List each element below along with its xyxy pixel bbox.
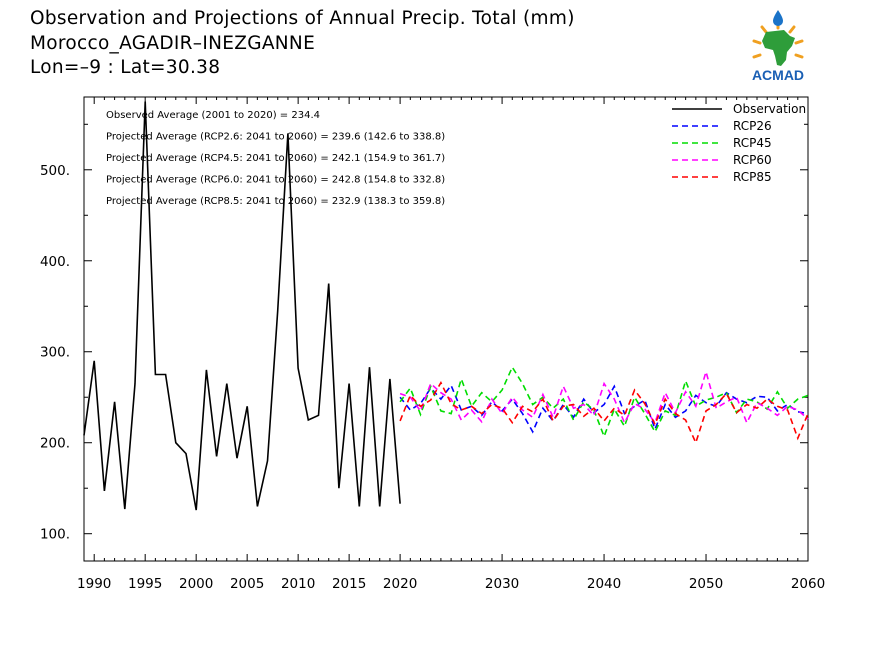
logo-text: ACMAD <box>752 67 804 83</box>
annotation-line: Observed Average (2001 to 2020) = 234.4 <box>106 110 320 121</box>
x-tick-label: 2000 <box>179 576 213 592</box>
annotation-block: Observed Average (2001 to 2020) = 234.4 P… <box>106 110 445 207</box>
acmad-logo: ACMAD <box>752 10 804 83</box>
x-tick-label: 2060 <box>791 576 825 592</box>
x-tick-label: 1990 <box>77 576 111 592</box>
legend-label-observation: Observation <box>733 102 806 116</box>
chart-title: Observation and Projections of Annual Pr… <box>30 8 575 29</box>
station-coordinates: Lon=–9 : Lat=30.38 <box>30 57 221 78</box>
y-tick-label: 200. <box>40 436 70 452</box>
axis-tick-labels: 1990 1995 2000 2005 2010 2015 2020 2030 2040 2050… <box>40 163 825 592</box>
y-tick-label: 100. <box>40 527 70 543</box>
series-line-rcp45 <box>399 365 809 439</box>
annotation-line: Projected Average (RCP6.0: 2041 to 2060)… <box>106 175 445 186</box>
legend: Observation RCP26 RCP45 RCP60 RCP85 <box>672 102 806 184</box>
x-tick-label: 2050 <box>689 576 723 592</box>
series-lines <box>83 101 809 511</box>
water-drop-icon <box>773 10 783 26</box>
annotation-line: Projected Average (RCP4.5: 2041 to 2060)… <box>106 153 445 164</box>
station-name: Morocco_AGADIR–INEZGANNE <box>30 33 316 54</box>
x-tick-label: 2020 <box>383 576 417 592</box>
plot-frame <box>83 96 809 562</box>
x-tick-label: 2010 <box>281 576 315 592</box>
axis-ticks <box>83 97 809 561</box>
series-line-rcp85 <box>399 381 809 445</box>
legend-label-rcp60: RCP60 <box>733 153 772 167</box>
x-tick-label: 2015 <box>332 576 366 592</box>
legend-label-rcp26: RCP26 <box>733 119 772 133</box>
series-line-rcp60 <box>399 368 809 425</box>
annotation-line: Projected Average (RCP8.5: 2041 to 2060)… <box>106 196 445 207</box>
africa-map-icon <box>762 30 795 66</box>
y-tick-label: 300. <box>40 345 70 361</box>
y-tick-label: 400. <box>40 254 70 270</box>
x-tick-label: 2040 <box>587 576 621 592</box>
annotation-line: Projected Average (RCP2.6: 2041 to 2060)… <box>106 132 445 143</box>
legend-label-rcp85: RCP85 <box>733 170 772 184</box>
x-tick-label: 1995 <box>128 576 162 592</box>
series-line-rcp26 <box>399 383 809 434</box>
x-tick-label: 2030 <box>485 576 519 592</box>
legend-label-rcp45: RCP45 <box>733 136 772 150</box>
y-tick-label: 500. <box>40 163 70 179</box>
x-tick-label: 2005 <box>230 576 264 592</box>
series-line-observation <box>83 101 401 511</box>
